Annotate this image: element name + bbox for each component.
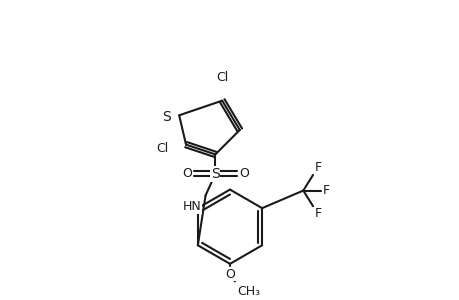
Text: HN: HN [183, 200, 201, 213]
Text: O: O [238, 167, 248, 180]
Text: O: O [182, 167, 191, 180]
Text: Cl: Cl [156, 142, 168, 155]
Text: S: S [211, 167, 219, 181]
Text: F: F [314, 207, 321, 220]
Text: F: F [322, 184, 329, 197]
Text: S: S [162, 110, 171, 124]
Text: F: F [314, 161, 321, 174]
Text: O: O [224, 268, 235, 281]
Text: Cl: Cl [216, 71, 228, 84]
Text: CH₃: CH₃ [236, 285, 259, 298]
